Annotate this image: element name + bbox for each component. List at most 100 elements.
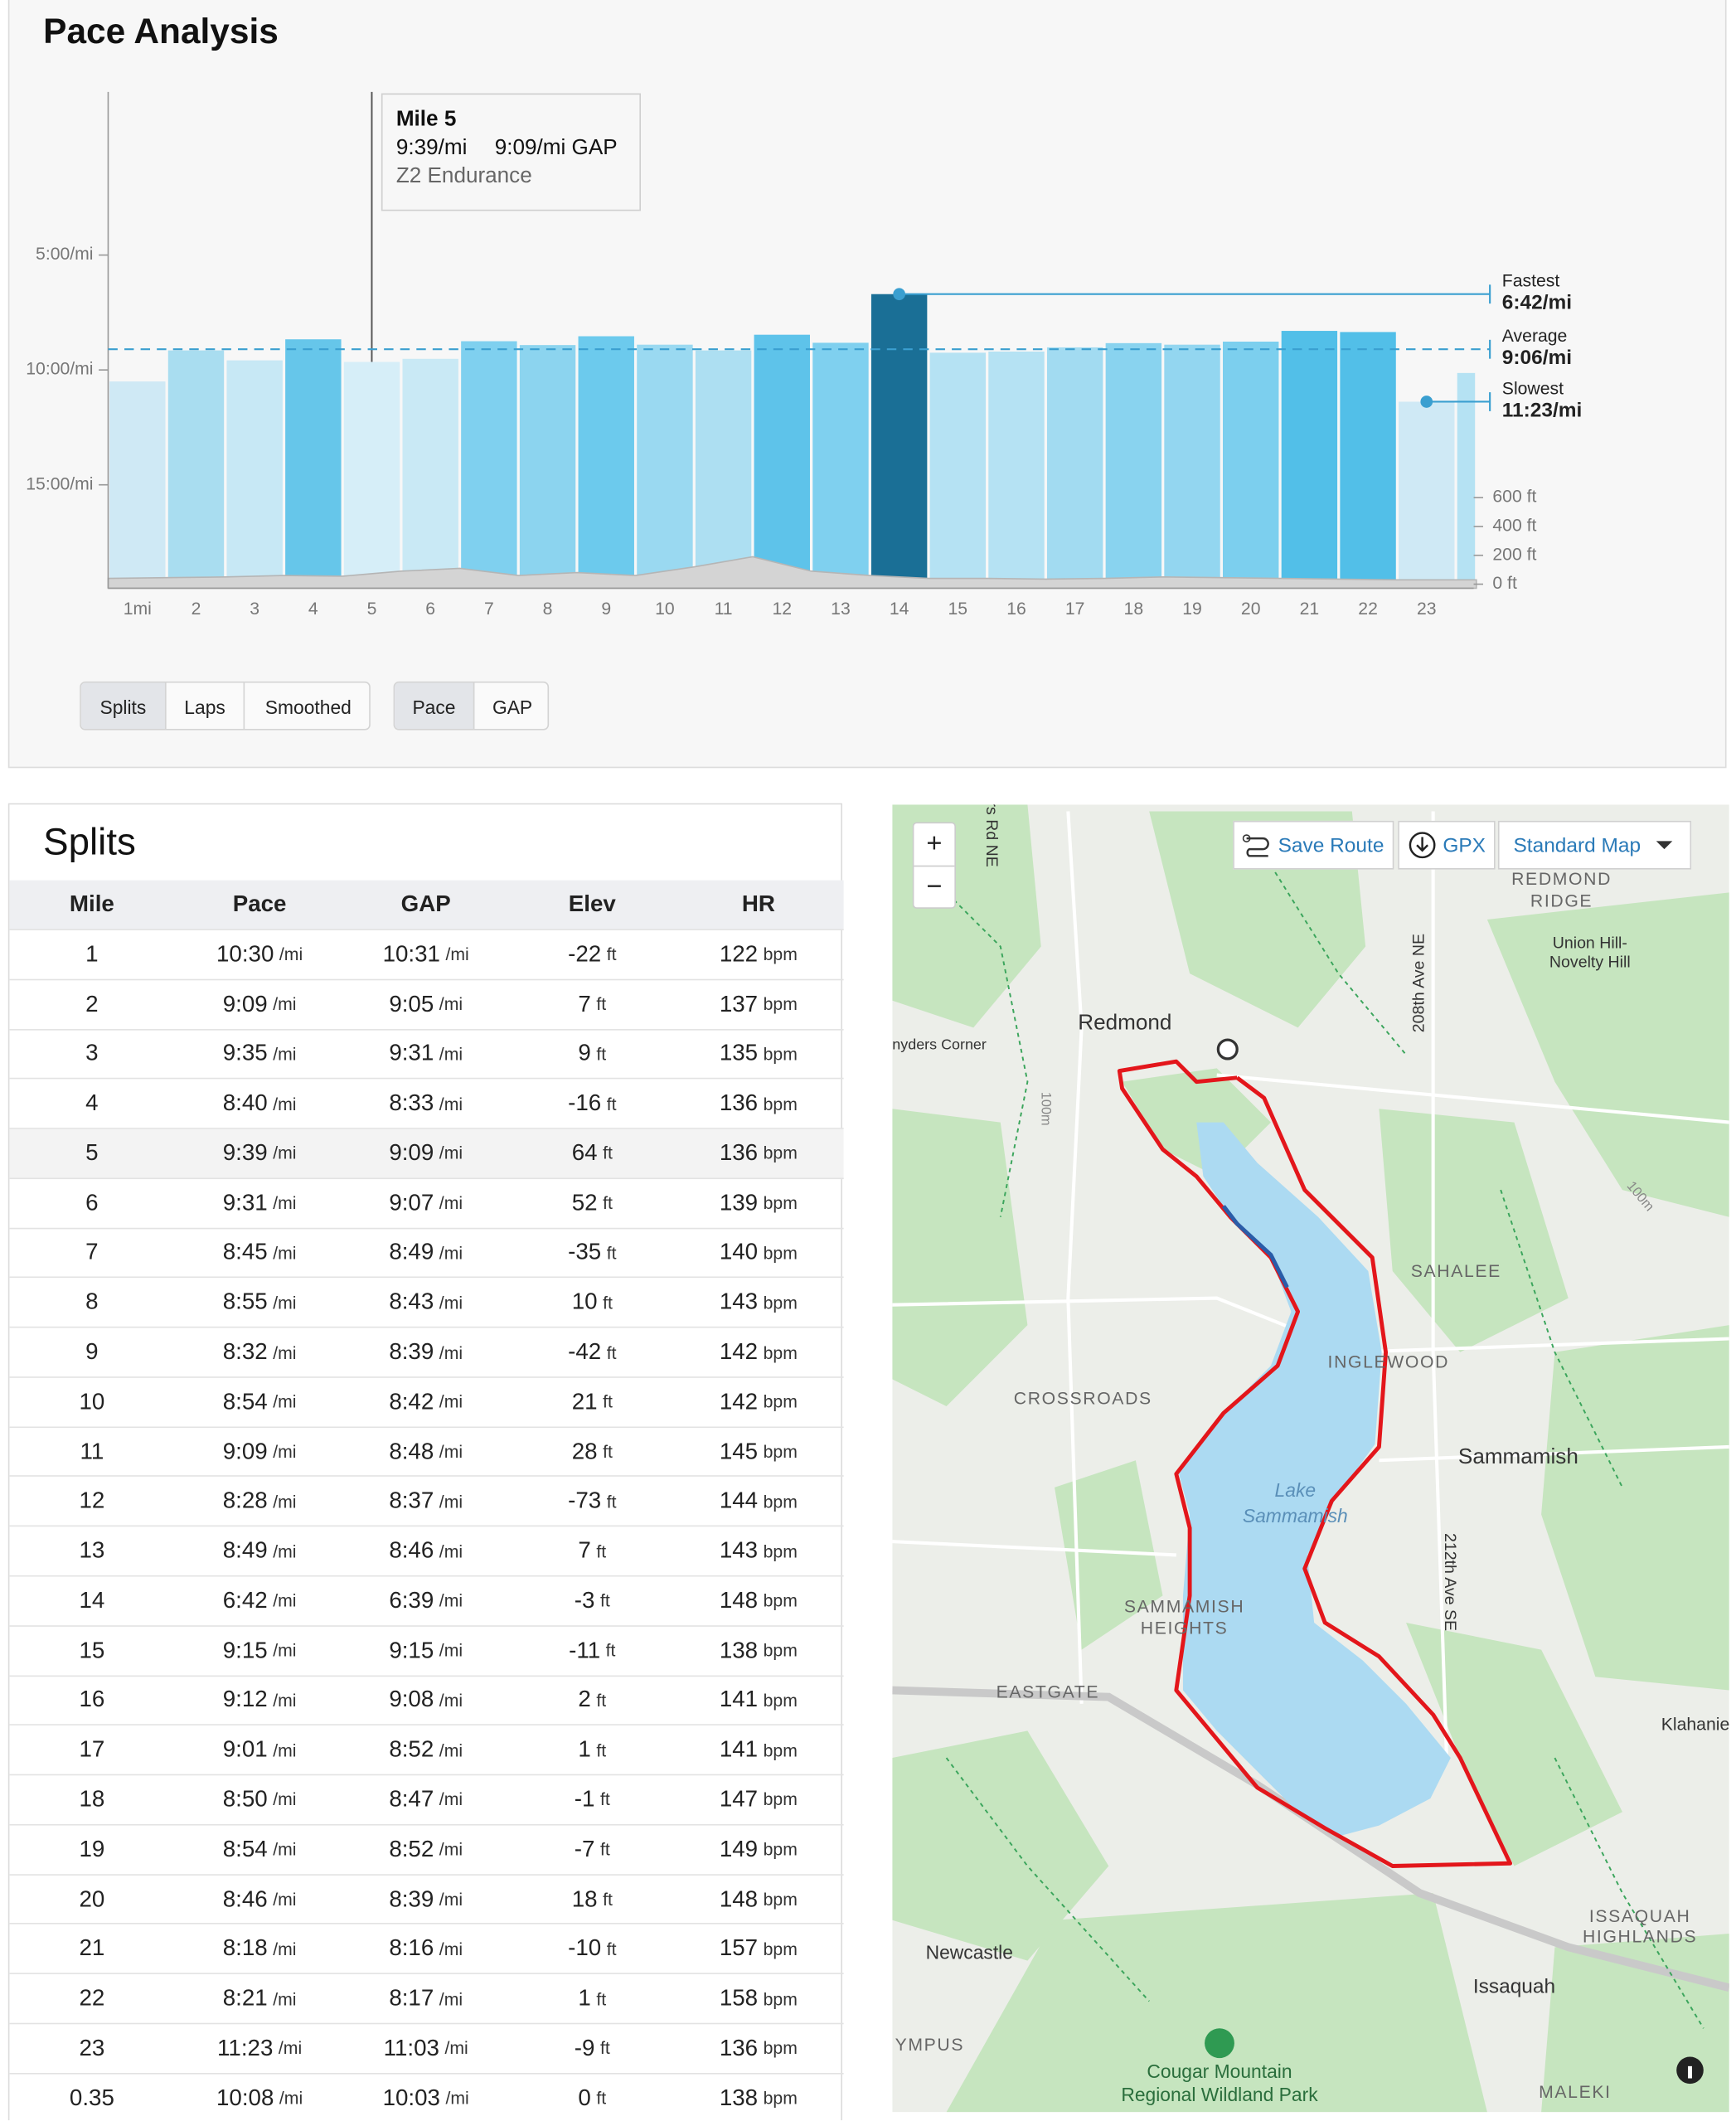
cell-unit: bpm: [763, 2038, 798, 2059]
table-row[interactable]: 14 6:42/mi 6:39/mi -3 ft 148 bpm: [9, 1577, 844, 1627]
table-row[interactable]: 11 9:09/mi 8:48/mi 28 ft 145 bpm: [9, 1428, 844, 1478]
tooltip-pace: 9:39/mi: [395, 136, 468, 160]
table-row[interactable]: 6 9:31/mi 9:07/mi 52 ft 139 bpm: [9, 1179, 844, 1229]
cell-value: 16: [79, 1687, 105, 1713]
zoom-out[interactable]: −: [926, 871, 943, 902]
bar: [1399, 401, 1455, 589]
map-label: YMPUS: [895, 2036, 965, 2055]
cell-value: 8:18: [222, 1935, 268, 1962]
table-row[interactable]: 8 8:55/mi 8:43/mi 10 ft 143 bpm: [9, 1279, 846, 1328]
table-row[interactable]: 22 8:21/mi 8:17/mi 1 ft 158 bpm: [9, 1974, 844, 2025]
table-row[interactable]: 12 8:28/mi 8:37/mi -73 ft 144 bpm: [9, 1478, 844, 1527]
table-row[interactable]: 21 8:18/mi 8:16/mi -10 ft 157 bpm: [9, 1924, 846, 1975]
cell-value: 8: [85, 1289, 99, 1315]
cell-value: 8:32: [222, 1338, 268, 1365]
table-cell: 8:52/mi: [338, 1725, 514, 1774]
cell-value: 157: [719, 1935, 759, 1962]
map-style-button[interactable]: Standard Map: [1497, 820, 1692, 870]
cell-unit: ft: [603, 1441, 613, 1462]
cell-value: 9:09: [222, 990, 268, 1017]
cell-unit: /mi: [273, 1242, 297, 1264]
table-row[interactable]: 15 9:15/mi 9:15/mi -11 ft 138 bpm: [9, 1626, 844, 1677]
gap-button[interactable]: GAP: [492, 696, 533, 718]
table-row[interactable]: 13 8:49/mi 8:46/mi 7 ft 143 bpm: [9, 1527, 846, 1577]
table-cell: 9:35/mi: [172, 1030, 347, 1078]
cell-unit: /mi: [439, 1143, 463, 1164]
table-row[interactable]: 7 8:45/mi 8:49/mi -35 ft 140 bpm: [9, 1229, 844, 1279]
column-header: GAP: [400, 891, 451, 917]
table-cell: -16 ft: [504, 1080, 680, 1128]
table-row[interactable]: 5 9:39/mi 9:09/mi 64 ft 136 bpm: [9, 1128, 844, 1179]
table-cell: 142 bpm: [671, 1328, 846, 1376]
map[interactable]: Redmond nyders Corner REDMOND RIDGE Unio…: [892, 804, 1729, 2113]
table-cell: 143 bpm: [671, 1527, 846, 1575]
cell-unit: /mi: [439, 1690, 463, 1711]
cell-unit: ft: [603, 1292, 613, 1313]
marker-value: 9:06/mi: [1502, 347, 1572, 369]
table-cell: 18: [4, 1775, 180, 1823]
table-cell: -42 ft: [504, 1328, 680, 1376]
table-cell: 157 bpm: [671, 1924, 846, 1973]
table-row[interactable]: 0.35 10:08/mi 10:03/mi 0 ft 138 bpm: [9, 2074, 843, 2120]
cell-value: 8:39: [389, 1338, 434, 1365]
table-cell: 9:31/mi: [172, 1179, 347, 1227]
y2-tick-label: 400 ft: [1492, 517, 1536, 536]
gpx-button[interactable]: GPX: [1398, 820, 1496, 870]
table-cell: 8:17/mi: [338, 1974, 514, 2022]
cell-unit: bpm: [763, 993, 798, 1015]
map-label: Novelty Hill: [1549, 953, 1631, 971]
cell-value: 8:45: [222, 1239, 268, 1265]
tooltip-title: Mile 5: [395, 108, 457, 132]
table-cell: 142 bpm: [671, 1378, 846, 1426]
cell-value: -7: [574, 1836, 595, 1862]
table-cell: 149 bpm: [671, 1825, 846, 1873]
cell-value: 8:49: [389, 1239, 434, 1265]
splits-button[interactable]: Splits: [80, 682, 167, 730]
table-cell: 9:12/mi: [172, 1676, 347, 1724]
table-row[interactable]: 17 9:01/mi 8:52/mi 1 ft 141 bpm: [9, 1725, 844, 1776]
zoom-in[interactable]: +: [914, 823, 955, 867]
table-cell: 6: [4, 1179, 180, 1227]
bar: [109, 381, 166, 589]
x-tick-label: 16: [1006, 599, 1026, 619]
table-row[interactable]: 9 8:32/mi 8:39/mi -42 ft 142 bpm: [9, 1328, 846, 1378]
x-tick-label: 21: [1300, 599, 1320, 619]
table-row[interactable]: 2 9:09/mi 9:05/mi 7 ft 137 bpm: [9, 980, 844, 1030]
table-cell: 8: [4, 1279, 180, 1327]
laps-button[interactable]: Laps: [167, 682, 245, 730]
cell-unit: /mi: [273, 1292, 297, 1313]
cell-value: 8:55: [222, 1289, 268, 1315]
table-row[interactable]: 18 8:50/mi 8:47/mi -1 ft 147 bpm: [9, 1775, 844, 1826]
cell-value: 11:03: [383, 2035, 439, 2061]
table-cell: 2: [4, 980, 180, 1028]
x-tick-label: 8: [543, 599, 553, 619]
cell-unit: bpm: [763, 1939, 798, 1959]
table-row[interactable]: 20 8:46/mi 8:39/mi 18 ft 148 bpm: [9, 1875, 844, 1925]
cell-unit: /mi: [439, 1192, 463, 1214]
table-row[interactable]: 4 8:40/mi 8:33/mi -16 ft 136 bpm: [9, 1080, 844, 1129]
table-row[interactable]: 10 8:54/mi 8:42/mi 21 ft 142 bpm: [9, 1378, 846, 1428]
cell-unit: bpm: [763, 1988, 798, 2009]
table-row[interactable]: 16 9:12/mi 9:08/mi 2 ft 141 bpm: [9, 1676, 844, 1726]
table-cell: 6:39/mi: [338, 1577, 514, 1625]
table-cell: 9:09/mi: [338, 1129, 514, 1177]
column-header: Pace: [232, 891, 287, 917]
table-cell: 8:43/mi: [338, 1279, 514, 1327]
table-cell: 8:55/mi: [172, 1279, 347, 1327]
table-row[interactable]: 1 10:30/mi 10:31/mi -22 ft 122 bpm: [9, 930, 844, 980]
cell-value: -73: [568, 1488, 602, 1514]
table-row[interactable]: 3 9:35/mi 9:31/mi 9 ft 135 bpm: [9, 1030, 844, 1080]
smoothed-button[interactable]: Smoothed: [264, 696, 352, 718]
table-cell: 8:37/mi: [338, 1478, 514, 1526]
cell-value: 8:52: [389, 1736, 434, 1763]
cell-value: 23: [79, 2035, 105, 2061]
cell-value: 158: [719, 1985, 759, 2012]
pace-button[interactable]: Pace: [395, 682, 475, 730]
table-cell: 21 ft: [504, 1378, 680, 1426]
table-cell: 143 bpm: [671, 1279, 846, 1327]
table-row[interactable]: 19 8:54/mi 8:52/mi -7 ft 149 bpm: [9, 1825, 846, 1876]
map-label: rs Rd NE: [982, 804, 1001, 867]
table-cell: 1: [4, 930, 180, 978]
save-route-button[interactable]: Save Route: [1233, 820, 1394, 870]
table-row[interactable]: 23 11:23/mi 11:03/mi -9 ft 136 bpm: [9, 2024, 844, 2075]
